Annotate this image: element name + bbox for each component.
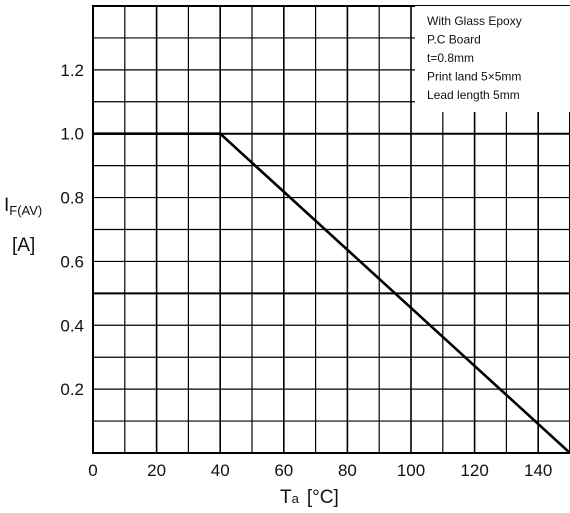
y-tick-label: 1.0 <box>60 125 84 144</box>
x-tick-label: 120 <box>460 461 488 480</box>
y-axis-label: IF(AV) <box>4 195 42 218</box>
annotation-line: P.C Board <box>427 33 481 47</box>
y-axis-label-sub: F(AV) <box>9 203 42 218</box>
annotation-box: With Glass Epoxy P.C Board t=0.8mm Print la… <box>415 6 570 112</box>
x-tick-label: 0 <box>88 461 97 480</box>
series-layer <box>93 132 570 454</box>
x-tick-label: 60 <box>274 461 293 480</box>
x-tick-label: 40 <box>211 461 230 480</box>
x-axis-label-main: T <box>280 487 292 508</box>
x-axis-label-sub: a <box>292 491 300 506</box>
y-tick-label: 0.6 <box>60 252 84 271</box>
x-axis-label: Ta [°C] <box>280 487 339 508</box>
x-tick-label: 80 <box>338 461 357 480</box>
x-tick-label: 100 <box>397 461 425 480</box>
y-tick-label: 0.8 <box>60 189 84 208</box>
y-tick-label: 0.4 <box>60 316 84 335</box>
annotation-background <box>415 6 570 112</box>
y-axis-unit: [A] <box>12 235 35 256</box>
x-tick-labels: 0 20 40 60 80 100 120 140 <box>88 461 552 480</box>
annotation-line: Lead length 5mm <box>427 88 520 102</box>
annotation-line: With Glass Epoxy <box>427 14 522 28</box>
y-axis-label-main: I <box>4 195 9 216</box>
y-tick-labels: 0.2 0.4 0.6 0.8 1.0 1.2 <box>60 61 84 399</box>
annotation-line: Print land 5×5mm <box>427 70 521 84</box>
series-line <box>93 132 570 454</box>
y-tick-label: 0.2 <box>60 380 84 399</box>
plot-frame <box>92 5 570 454</box>
annotation-line: t=0.8mm <box>427 51 474 65</box>
y-tick-label: 1.2 <box>60 61 84 80</box>
x-tick-label: 140 <box>524 461 552 480</box>
x-axis-label-unit: [°C] <box>307 487 339 508</box>
x-tick-label: 20 <box>147 461 166 480</box>
